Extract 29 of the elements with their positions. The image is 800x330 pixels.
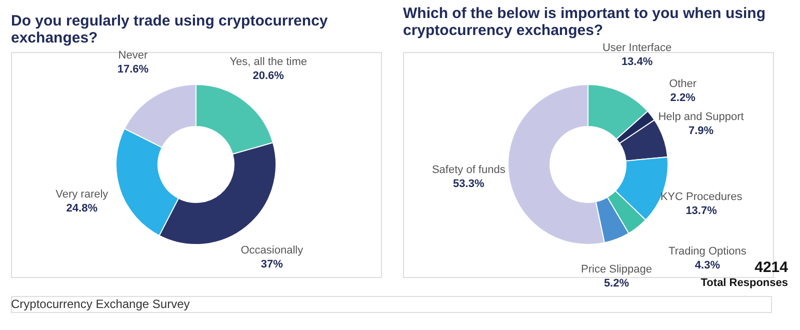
data-label: 53.3%: [453, 178, 484, 190]
data-label: 20.6%: [252, 70, 284, 82]
text: Do you regularly trade using cryptocurrency: [11, 12, 328, 30]
slice-label: Safety of funds: [432, 164, 506, 176]
text: Cryptocurrency Exchange Survey: [11, 297, 190, 311]
data-label: 4.3%: [694, 260, 720, 272]
data-label: 5.2%: [604, 277, 630, 290]
slice-label: Very rarely: [56, 188, 109, 201]
data-label: 13.7%: [686, 205, 718, 218]
slice-label: Trading Options: [668, 246, 747, 258]
slice-label: Yes, all the time: [230, 56, 307, 68]
text: exchanges?: [11, 29, 98, 46]
text: cryptocurrency exchanges?: [403, 22, 604, 39]
data-label: 37%: [260, 258, 284, 270]
data-label: 24.8%: [66, 202, 98, 215]
text: 4214: [754, 259, 789, 276]
text: Total Responses: [700, 277, 788, 289]
slice-label: Occasionally: [240, 244, 304, 256]
slice-label: Never: [118, 49, 148, 62]
text: Which of the below is important to you when using: [403, 4, 766, 22]
data-label: 13.4%: [621, 56, 653, 68]
data-label: 7.9%: [688, 125, 714, 138]
data-label: 2.2%: [670, 92, 696, 104]
slice-label: Other: [669, 78, 697, 90]
slice-label: Help and Support: [658, 111, 744, 124]
slice-label: User Interface: [602, 42, 672, 54]
slice-label: KYC Procedures: [660, 191, 743, 204]
data-label: 17.6%: [117, 63, 149, 76]
slice-label: Price Slippage: [581, 263, 652, 276]
